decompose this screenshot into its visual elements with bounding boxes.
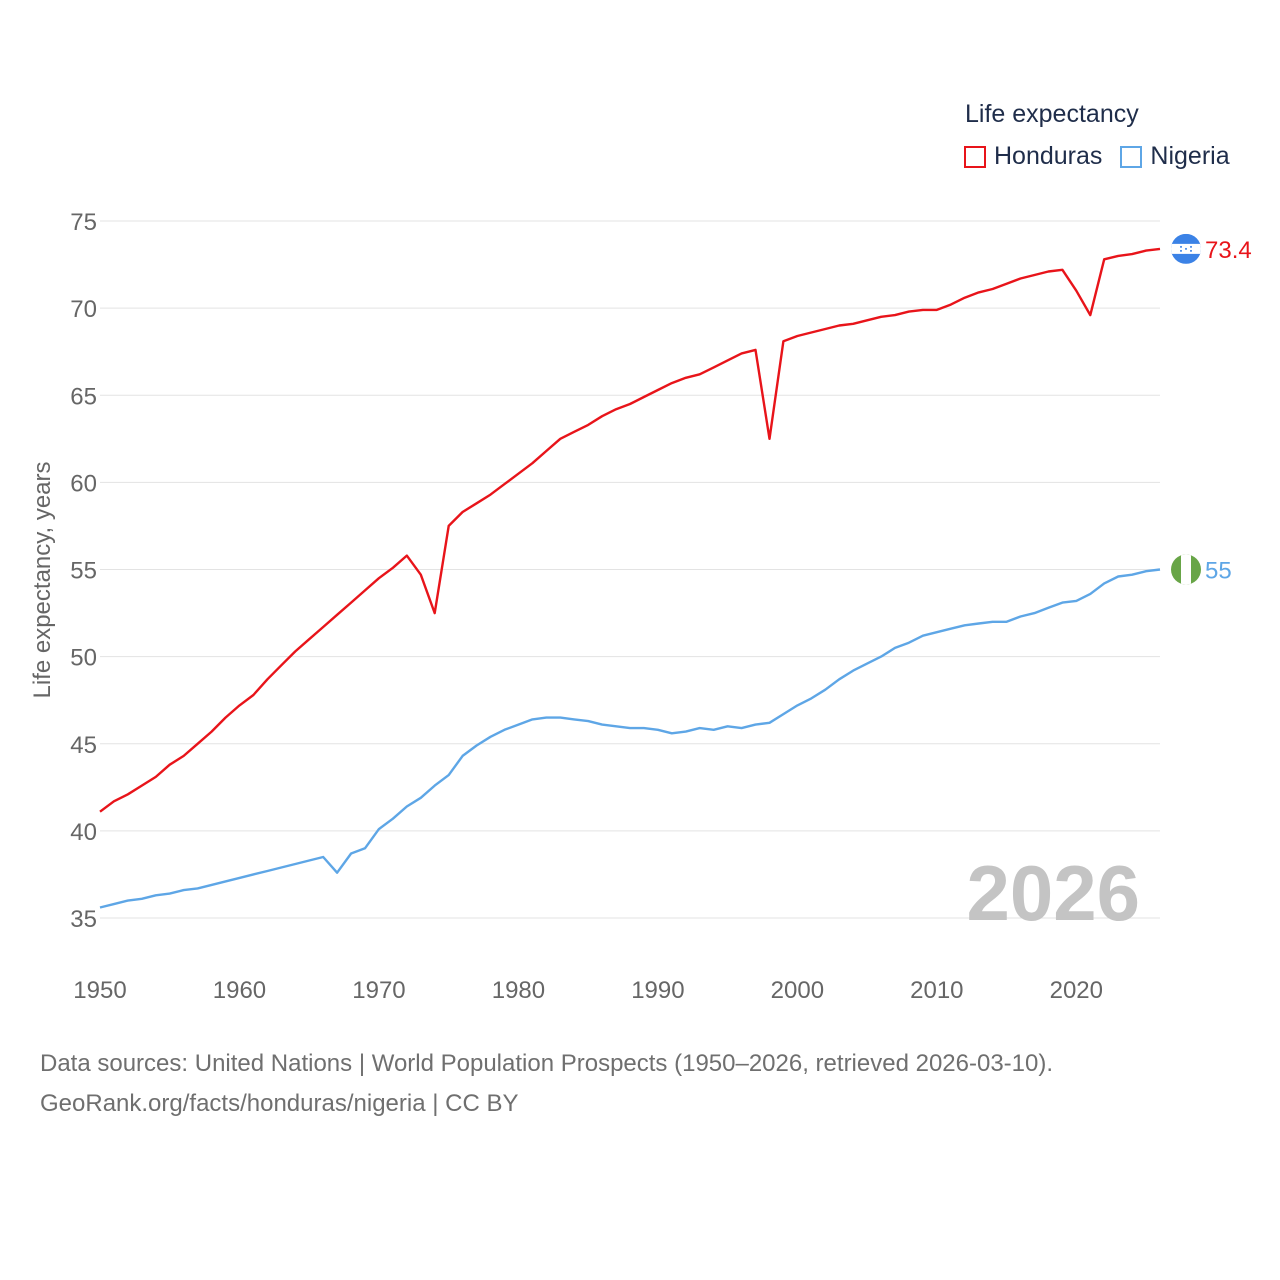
footer: Data sources: United Nations | World Pop… <box>40 1044 1053 1124</box>
legend-swatch-honduras <box>964 145 986 168</box>
source-link[interactable]: GeoRank.org/facts/honduras/nigeria | CC … <box>40 1090 519 1117</box>
nigeria-flag-icon <box>1171 554 1201 585</box>
y-tick-label: 35 <box>70 906 97 933</box>
legend-item-honduras[interactable]: Honduras <box>964 142 1102 171</box>
x-tick-label: 1980 <box>492 977 545 1004</box>
y-tick-label: 75 <box>70 209 97 236</box>
nigeria-end-value-label: 55 <box>1205 558 1232 585</box>
series-lines <box>99 247 1161 909</box>
y-tick-label: 40 <box>70 819 97 846</box>
data-sources: Data sources: United Nations | World Pop… <box>40 1050 1054 1077</box>
y-tick-label: 65 <box>70 383 97 410</box>
x-tick-label: 2010 <box>910 977 963 1004</box>
x-tick-label: 2020 <box>1050 977 1103 1004</box>
y-tick-label: 60 <box>70 470 97 497</box>
gridlines <box>100 220 1160 919</box>
x-tick-label: 1960 <box>213 977 266 1004</box>
honduras-end-value-label: 73.4 <box>1205 237 1252 264</box>
x-axis-ticks: 1950 1960 1970 1980 1990 2000 2010 2020 <box>73 977 1103 1004</box>
legend-title: Life expectancy <box>965 100 1139 128</box>
y-axis-ticks: 35 40 45 50 55 60 65 70 75 <box>70 209 97 933</box>
y-axis-label: Life expectancy, years <box>29 461 56 698</box>
y-tick-label: 45 <box>70 732 97 759</box>
y-tick-label: 70 <box>70 296 97 323</box>
legend-label-honduras: Honduras <box>994 142 1103 170</box>
honduras-flag-icon <box>1171 233 1201 264</box>
x-tick-label: 1950 <box>73 977 126 1004</box>
legend-label-nigeria: Nigeria <box>1150 142 1230 170</box>
series-line-honduras <box>99 247 1161 813</box>
x-tick-label: 1970 <box>352 977 405 1004</box>
y-tick-label: 50 <box>70 645 97 672</box>
series-line-nigeria <box>99 568 1161 909</box>
x-tick-label: 1990 <box>631 977 684 1004</box>
legend-item-nigeria[interactable]: Nigeria <box>1120 142 1230 171</box>
year-watermark: 2026 <box>966 849 1140 937</box>
x-tick-label: 2000 <box>771 977 824 1004</box>
legend: Honduras Nigeria <box>964 142 1248 171</box>
y-tick-label: 55 <box>70 558 97 585</box>
line-chart: 35 40 45 50 55 60 65 70 75 1950 1960 1970 1980 1990 2… <box>29 209 1252 1004</box>
end-markers: 73.4 55 <box>1171 233 1252 585</box>
legend-swatch-nigeria <box>1120 145 1143 168</box>
